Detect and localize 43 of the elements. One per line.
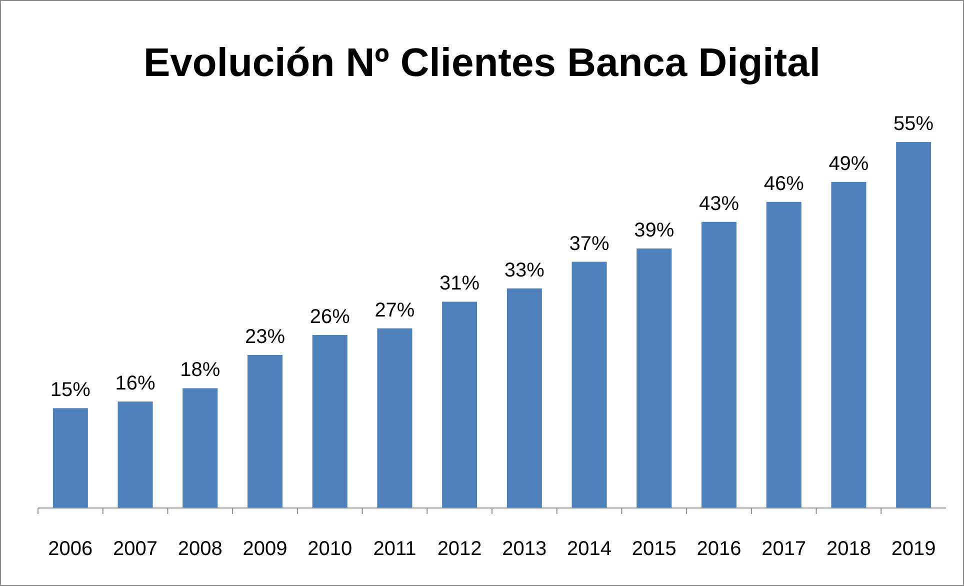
bar <box>506 288 542 508</box>
data-label: 16% <box>115 372 156 395</box>
x-tick-label: 2011 <box>373 538 416 560</box>
bar <box>118 402 153 508</box>
x-tick-label: 2014 <box>567 538 612 560</box>
x-tick-label: 2007 <box>113 538 158 560</box>
bar <box>701 222 737 508</box>
bar <box>572 262 607 508</box>
data-label: 37% <box>569 232 610 255</box>
data-label: 49% <box>828 152 869 175</box>
data-label: 15% <box>50 379 91 402</box>
x-tick-label: 2015 <box>632 538 676 560</box>
x-tick-label: 2008 <box>178 538 222 560</box>
bar <box>831 182 866 508</box>
x-tick-label: 2017 <box>762 538 806 560</box>
data-label: 46% <box>764 172 804 195</box>
bar <box>442 302 478 508</box>
x-tick-label: 2006 <box>48 538 93 560</box>
bar <box>896 142 932 508</box>
bar <box>312 334 348 508</box>
bar <box>247 354 283 508</box>
bar <box>182 388 218 508</box>
bar <box>766 202 802 508</box>
bar <box>636 248 672 508</box>
x-tick-label: 2012 <box>437 538 482 560</box>
x-tick-label: 2019 <box>891 538 936 560</box>
data-label: 55% <box>894 113 934 135</box>
data-label: 39% <box>634 219 674 242</box>
x-tick-label: 2018 <box>826 538 871 560</box>
x-tick-label: 2010 <box>308 538 352 560</box>
x-tick-label: 2009 <box>242 538 288 560</box>
data-label: 26% <box>310 306 350 328</box>
x-tick-label: 2016 <box>696 538 742 560</box>
bar <box>377 328 412 508</box>
data-label: 23% <box>244 326 286 348</box>
data-label: 43% <box>698 192 740 215</box>
data-label: 31% <box>440 272 480 295</box>
data-label: 33% <box>504 259 545 282</box>
x-tick-label: 2013 <box>502 538 547 560</box>
data-label: 18% <box>180 359 220 382</box>
bar <box>52 408 88 508</box>
data-label: 27% <box>374 299 415 322</box>
chart-title: Evolución Nº Clientes Banca Digital <box>144 41 820 85</box>
